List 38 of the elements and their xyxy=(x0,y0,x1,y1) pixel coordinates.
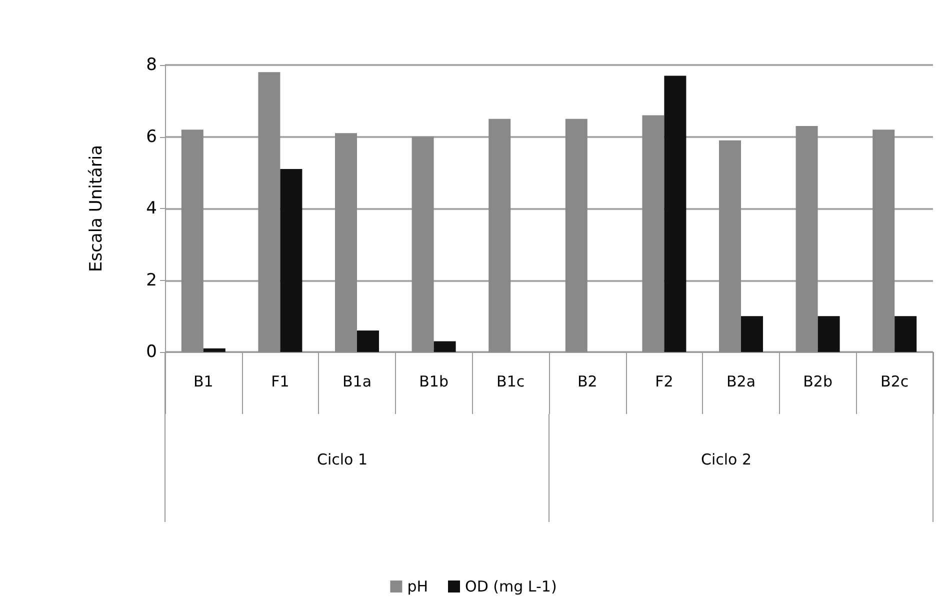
bar xyxy=(894,316,917,352)
x-tick-label: F1 xyxy=(271,372,290,390)
y-axis-title: Escala Unitária xyxy=(86,144,106,272)
bar xyxy=(412,136,434,352)
text: Ciclo 2 xyxy=(701,450,752,468)
legend-label: pH xyxy=(407,578,428,596)
bar xyxy=(357,330,379,352)
x-tick-label: F2 xyxy=(655,372,674,390)
x-tick-label: B2 xyxy=(577,372,598,390)
x-tick-label: B2c xyxy=(880,372,909,390)
bar xyxy=(258,72,280,352)
legend-label: OD (mg L-1) xyxy=(465,578,557,596)
bar xyxy=(642,115,664,352)
bar xyxy=(181,130,204,352)
x-tick-label: B1c xyxy=(496,372,525,390)
x-tick-label: B2b xyxy=(803,372,832,390)
x-tick-label: B1 xyxy=(193,372,214,390)
x-tick-label: B1a xyxy=(342,372,372,390)
bar xyxy=(488,118,511,352)
y-tick-label: 6 xyxy=(146,126,157,147)
y-tick-label: 2 xyxy=(146,270,157,290)
bar xyxy=(719,140,741,352)
y-tick-label: 8 xyxy=(146,55,157,75)
bar xyxy=(565,118,588,352)
y-tick-label: 4 xyxy=(146,198,157,218)
bar xyxy=(741,316,763,352)
bar xyxy=(434,341,456,352)
y-tick-label: 0 xyxy=(146,342,157,362)
bar xyxy=(280,169,302,352)
bar xyxy=(818,316,840,352)
x-tick-label: B1b xyxy=(419,372,448,390)
bar xyxy=(664,76,686,352)
bar xyxy=(203,348,226,352)
bar xyxy=(335,133,357,352)
bar xyxy=(796,126,818,352)
x-tick-label: B2a xyxy=(726,372,756,390)
text: Ciclo 1 xyxy=(317,450,368,468)
bar xyxy=(872,130,895,352)
